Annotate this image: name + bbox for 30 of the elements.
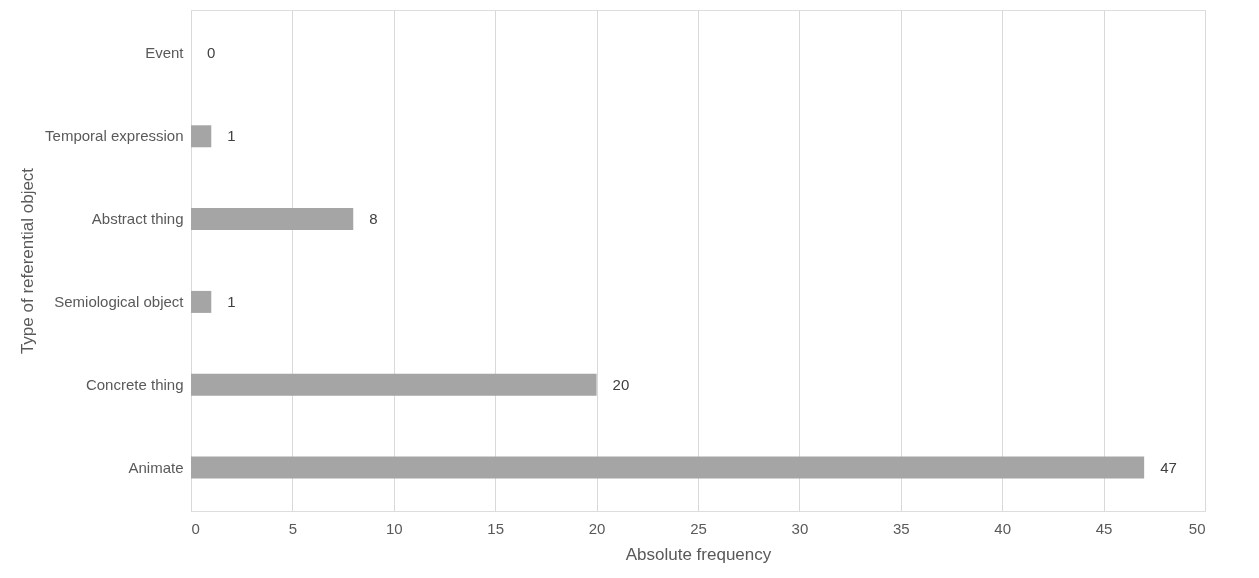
x-tick-label: 50: [1188, 519, 1206, 537]
x-tick-label: 40: [994, 519, 1012, 537]
x-tick-label: 10: [385, 519, 403, 537]
bar: [191, 125, 212, 148]
y-tick-label: Temporal expression: [45, 127, 184, 145]
x-tick-label: 15: [487, 519, 505, 537]
x-tick-label: 20: [588, 519, 606, 537]
data-label: 0: [207, 44, 216, 62]
y-tick-label: Event: [145, 44, 185, 62]
bar: [191, 208, 354, 231]
bar: [191, 456, 1145, 479]
bar: [191, 373, 597, 396]
data-label: 1: [227, 127, 236, 145]
data-label: 47: [1160, 458, 1177, 476]
y-tick-label: Animate: [128, 458, 184, 476]
x-axis-title: Absolute frequency: [625, 544, 772, 564]
y-tick-label: Concrete thing: [85, 375, 184, 393]
x-tick-label: 30: [791, 519, 809, 537]
x-tick-label: 25: [690, 519, 707, 537]
x-tick-label: 5: [288, 519, 298, 537]
y-axis-title: Type of referential object: [18, 167, 38, 355]
x-tick-label: 45: [1095, 519, 1113, 537]
bar: [191, 290, 212, 313]
data-label: 8: [369, 210, 378, 228]
y-tick-label: Semiological object: [54, 292, 185, 310]
x-tick-label: 0: [191, 519, 200, 537]
data-label: 20: [612, 375, 630, 393]
data-label: 1: [227, 292, 236, 310]
x-tick-label: 35: [892, 519, 910, 537]
y-tick-label: Abstract thing: [91, 210, 184, 228]
